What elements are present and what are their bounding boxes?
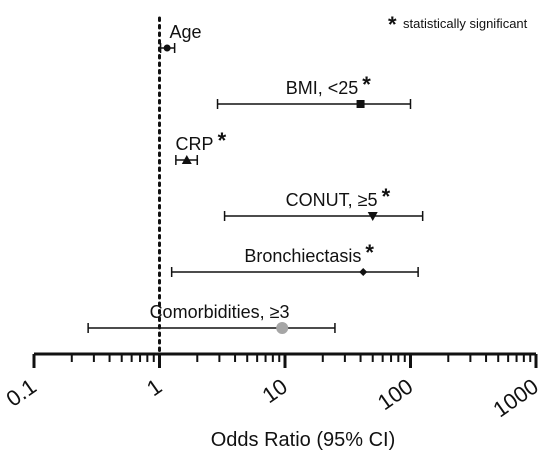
x-axis: 0.1 1 10 100 1000 [1,352,543,423]
forest-row: CRP * [175,128,227,165]
forest-row: BMI, <25 * [216,72,412,109]
row-label: CRP [176,134,214,154]
significance-star: * [382,184,391,209]
forest-row: Bronchiectasis * [170,240,419,277]
significance-star: * [362,72,371,97]
row-label: BMI, <25 [286,78,359,98]
odds-ratio-marker [163,44,171,52]
note-text: statistically significant [403,16,528,31]
significance-star: * [365,240,374,265]
note-symbol: * [388,12,397,37]
significance-note: * statistically significant [388,12,528,37]
odds-ratio-marker [276,322,289,334]
row-label: CONUT, ≥5 [286,190,378,210]
odds-ratio-marker [356,100,365,108]
row-label: Comorbidities, ≥3 [150,302,290,322]
forest-row: Comorbidities, ≥3 [87,302,336,334]
x-axis-title: Odds Ratio (95% CI) [211,429,396,451]
significance-star: * [218,128,227,153]
x-tick-label: 10 [257,374,291,409]
forest-row: Age [159,22,202,53]
x-tick-label: 1 [142,374,166,402]
row-label: Bronchiectasis [244,246,361,266]
odds-ratio-marker [359,268,368,276]
x-tick-label: 1000 [488,374,542,423]
odds-ratio-marker [181,155,192,164]
odds-ratio-marker [367,212,378,221]
row-label: Age [170,22,202,42]
forest-row: CONUT, ≥5 * [223,184,424,221]
x-tick-label: 100 [373,374,417,416]
x-tick-label: 0.1 [1,374,40,412]
